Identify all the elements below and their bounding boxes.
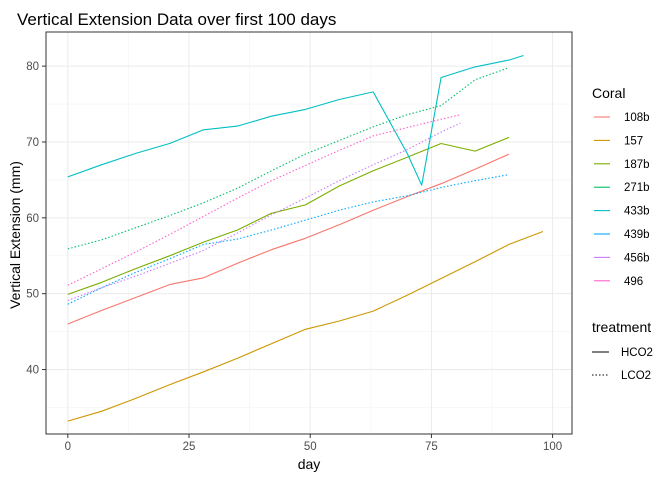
series-line-271b bbox=[67, 67, 510, 250]
legend-label-456b: 456b bbox=[624, 252, 650, 264]
panel-border bbox=[45, 31, 573, 435]
chart-title: Vertical Extension Data over first 100 d… bbox=[17, 10, 336, 29]
legend-label-157: 157 bbox=[624, 135, 643, 147]
series-line-439b bbox=[67, 174, 510, 305]
legend-label-433b: 433b bbox=[624, 206, 650, 218]
x-tick-label: 100 bbox=[543, 441, 562, 453]
x-tick-label: 50 bbox=[304, 441, 317, 453]
y-tick-label: 40 bbox=[26, 365, 39, 377]
y-tick-label: 50 bbox=[26, 289, 39, 301]
y-tick-label: 70 bbox=[26, 137, 39, 149]
legend-label-187b: 187b bbox=[624, 159, 650, 171]
legend-label-271b: 271b bbox=[624, 182, 650, 194]
legend: Coral 108b 157 187b 271b 433b 439b 456b 496 treat… bbox=[592, 85, 653, 382]
x-tick-label: 0 bbox=[65, 441, 71, 453]
legend-label-439b: 439b bbox=[624, 229, 650, 241]
legend-label-LCO2: LCO2 bbox=[621, 370, 651, 382]
series-line-496 bbox=[67, 114, 461, 286]
legend-label-496: 496 bbox=[624, 276, 643, 288]
legend-title-treatment: treatment bbox=[592, 319, 651, 335]
series-lines bbox=[67, 54, 544, 422]
series-line-187b bbox=[67, 136, 510, 295]
legend-label-108b: 108b bbox=[624, 112, 650, 124]
series-line-456b bbox=[67, 122, 461, 302]
y-axis-title: Vertical Extension (mm) bbox=[7, 161, 23, 309]
y-tick-label: 80 bbox=[26, 61, 39, 73]
grid bbox=[46, 32, 572, 434]
x-axis-title: day bbox=[298, 456, 321, 472]
x-tick-label: 75 bbox=[425, 441, 438, 453]
axes: 0 25 50 75 100 40 50 60 70 80 bbox=[26, 31, 573, 453]
legend-title-coral: Coral bbox=[592, 85, 625, 101]
x-tick-label: 25 bbox=[183, 441, 196, 453]
series-line-433b bbox=[67, 54, 524, 186]
y-tick-label: 60 bbox=[26, 213, 39, 225]
series-line-108b bbox=[67, 153, 510, 325]
legend-label-HCO2: HCO2 bbox=[621, 347, 653, 359]
series-line-157 bbox=[67, 230, 544, 422]
